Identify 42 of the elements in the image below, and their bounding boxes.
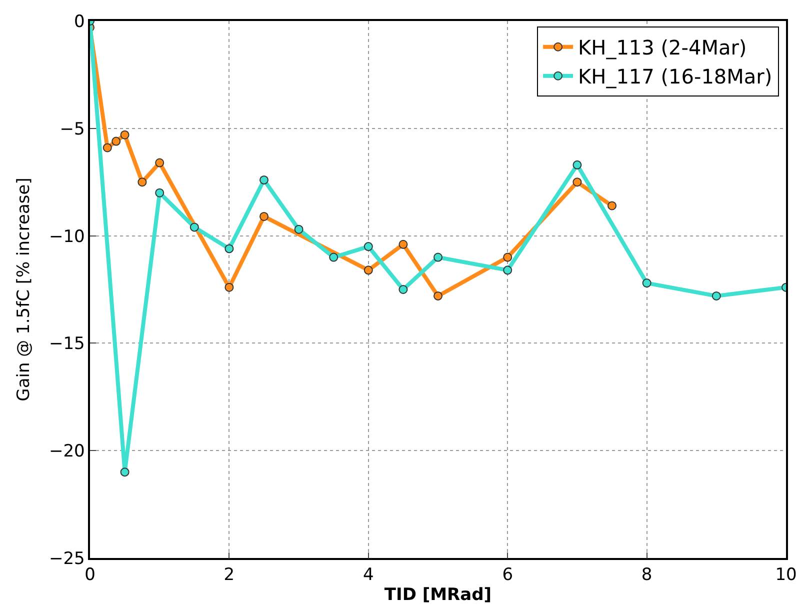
point <box>642 278 652 288</box>
point <box>294 224 304 234</box>
point <box>398 285 408 294</box>
point <box>503 252 512 262</box>
point <box>155 158 164 168</box>
y-axis-title: Gain @ 1.5fC [% increase] <box>14 178 34 402</box>
legend-label: KH_113 (2-4Mar) <box>578 36 747 60</box>
point <box>260 175 268 184</box>
y-tick-label: −15 <box>48 334 85 354</box>
x-tick-label: 2 <box>224 565 235 586</box>
point <box>329 252 338 262</box>
x-tick-label: 6 <box>502 565 514 586</box>
x-tick-label: 10 <box>775 565 797 586</box>
point <box>102 143 112 152</box>
y-tick-label: −10 <box>48 226 85 247</box>
point <box>120 130 130 140</box>
point <box>138 178 147 187</box>
point <box>398 240 408 249</box>
point <box>608 201 616 210</box>
point <box>224 282 234 292</box>
point <box>712 291 721 300</box>
point <box>572 160 582 170</box>
point <box>112 136 121 146</box>
y-tick-label: −20 <box>48 442 85 462</box>
point <box>364 242 373 252</box>
y-tick-label: 0 <box>74 12 85 32</box>
x-axis-title: TID [MRad] <box>384 585 492 606</box>
point <box>224 244 234 254</box>
x-tick-label: 4 <box>362 565 374 586</box>
point <box>503 266 512 275</box>
x-tick-label: 8 <box>641 565 652 586</box>
y-tick-label: −25 <box>48 548 85 569</box>
point <box>364 266 373 275</box>
point <box>120 468 130 477</box>
point <box>434 291 442 300</box>
y-tick-label: −5 <box>60 119 85 140</box>
legend-label: KH_117 (16-18Mar) <box>578 64 772 89</box>
point <box>155 188 164 198</box>
point <box>572 178 582 187</box>
point <box>434 252 442 262</box>
point <box>260 212 268 221</box>
point <box>190 222 199 232</box>
